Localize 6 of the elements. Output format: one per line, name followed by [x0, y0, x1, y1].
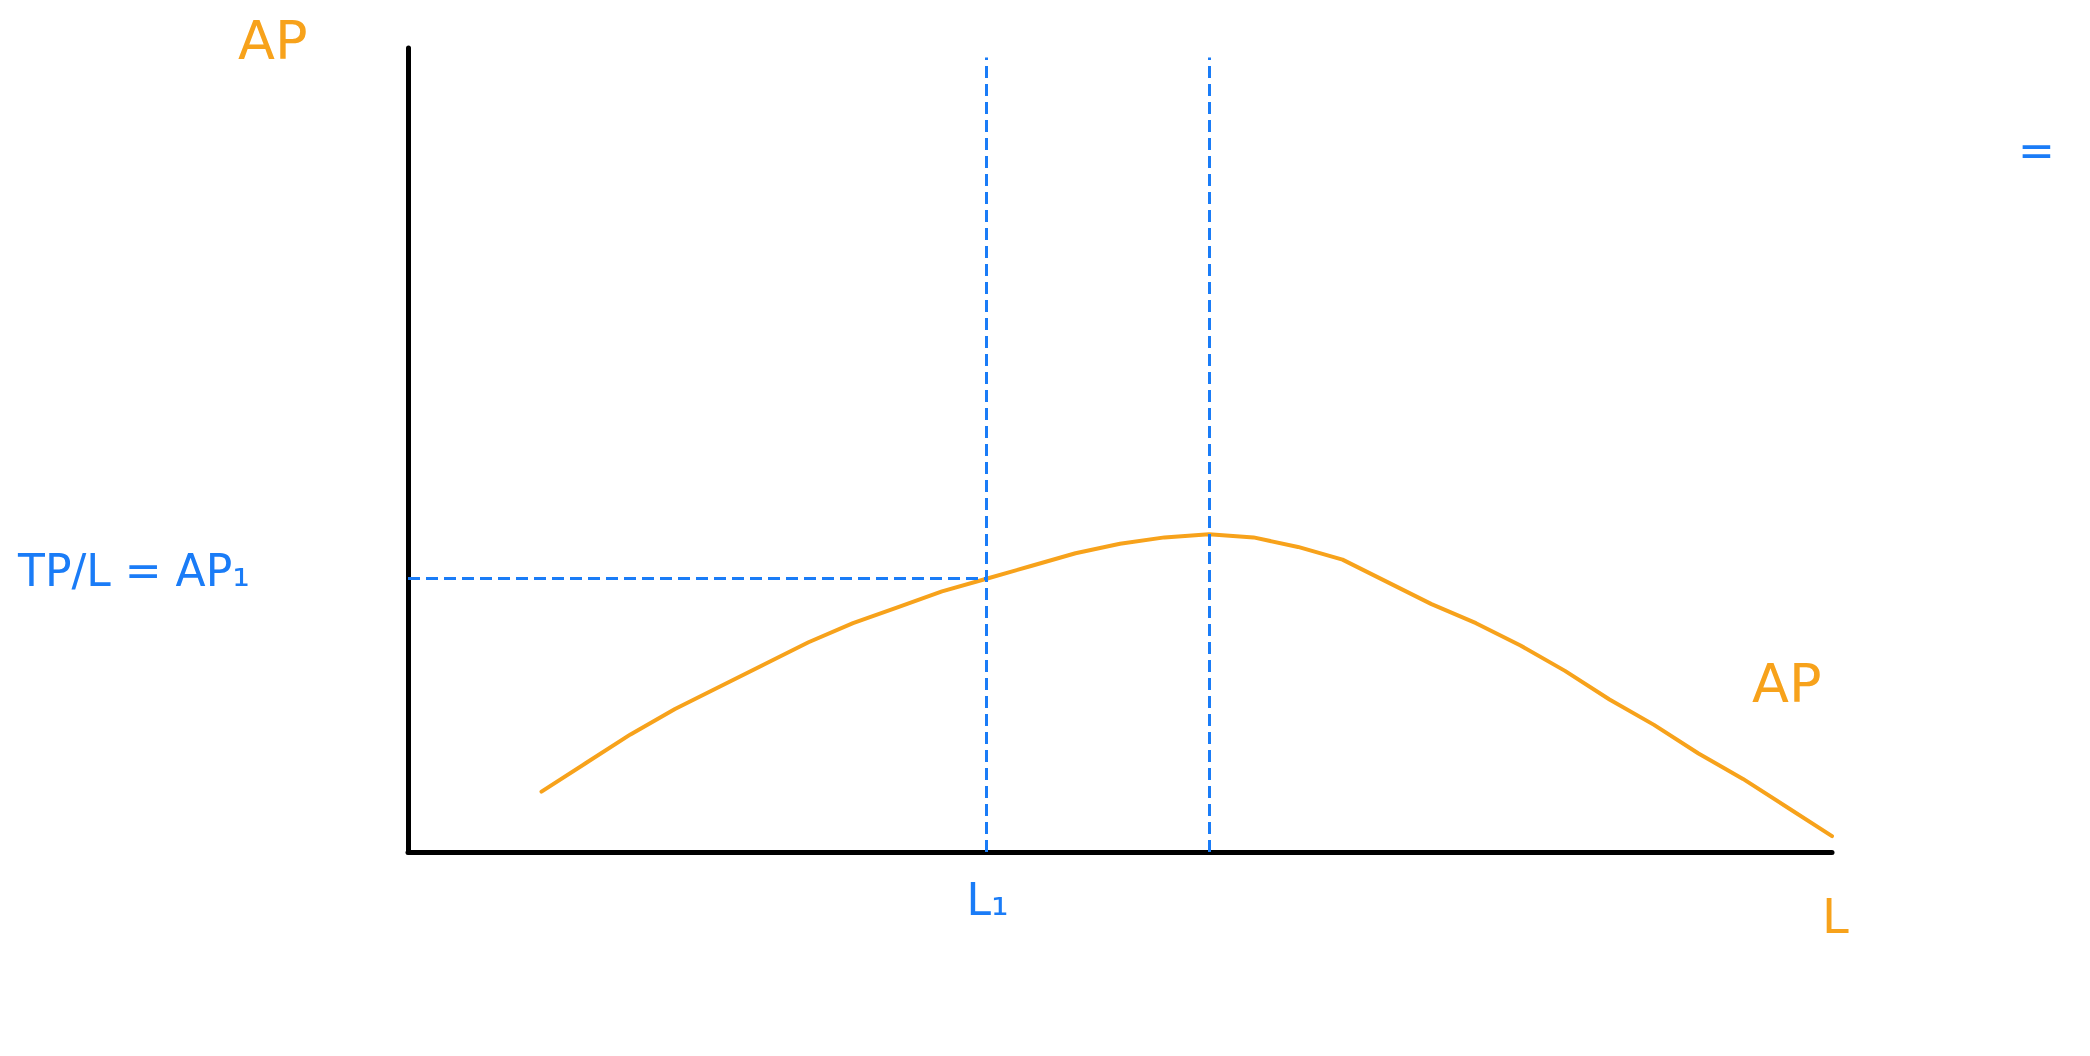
text: TP/L = AP₁ [17, 544, 250, 596]
x-axis-title: L [1822, 888, 1849, 944]
series-label: AP [1752, 651, 1822, 715]
text: L₁ [966, 873, 1009, 925]
text: = [2018, 124, 2055, 176]
text: AP [238, 8, 308, 72]
